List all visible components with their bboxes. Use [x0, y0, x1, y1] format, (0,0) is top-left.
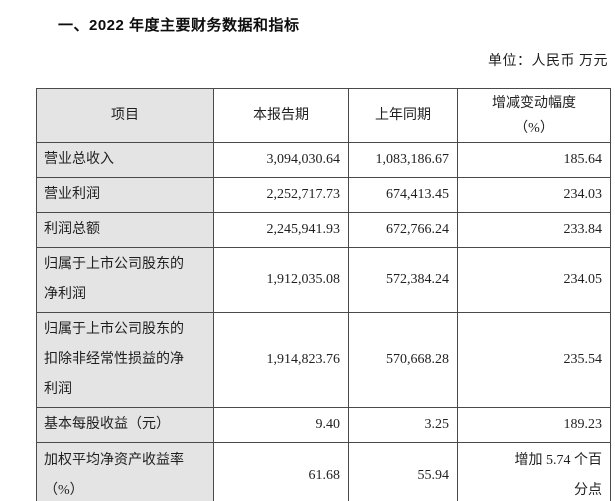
- prior-period-value: 672,766.24: [348, 212, 458, 248]
- financial-indicators-table: 项目 本报告期 上年同期 增减变动幅度 （%） 营业总收入 3,094,030.…: [36, 88, 611, 501]
- change-value: 233.84: [457, 212, 611, 248]
- prior-period-value: 674,413.45: [348, 177, 458, 213]
- current-period-value: 3,094,030.64: [213, 142, 349, 178]
- row-label: 归属于上市公司股东的 净利润: [36, 247, 214, 313]
- change-value: 235.54: [457, 312, 611, 408]
- column-header-current-period: 本报告期: [213, 88, 349, 143]
- current-period-value: 1,912,035.08: [213, 247, 349, 313]
- table-row-net-profit-attributable: 归属于上市公司股东的 净利润 1,912,035.08 572,384.24 2…: [36, 247, 611, 313]
- prior-period-value: 55.94: [348, 442, 458, 501]
- change-value: 185.64: [457, 142, 611, 178]
- current-period-value: 1,914,823.76: [213, 312, 349, 408]
- prior-period-value: 1,083,186.67: [348, 142, 458, 178]
- change-value: 234.03: [457, 177, 611, 213]
- row-label: 营业总收入: [36, 142, 214, 178]
- prior-period-value: 3.25: [348, 407, 458, 443]
- current-period-value: 9.40: [213, 407, 349, 443]
- current-period-value: 2,245,941.93: [213, 212, 349, 248]
- unit-label: 单位：人民币 万元: [488, 54, 608, 69]
- current-period-value: 61.68: [213, 442, 349, 501]
- row-label: 加权平均净资产收益率 （%）: [36, 442, 214, 501]
- row-label: 利润总额: [36, 212, 214, 248]
- column-header-item: 项目: [36, 88, 214, 143]
- table-row-total-revenue: 营业总收入 3,094,030.64 1,083,186.67 185.64: [36, 142, 611, 178]
- row-label: 营业利润: [36, 177, 214, 213]
- section-title: 一、2022 年度主要财务数据和指标: [58, 17, 300, 34]
- row-label: 归属于上市公司股东的 扣除非经常性损益的净 利润: [36, 312, 214, 408]
- prior-period-value: 572,384.24: [348, 247, 458, 313]
- table-row-operating-profit: 营业利润 2,252,717.73 674,413.45 234.03: [36, 177, 611, 213]
- change-value: 234.05: [457, 247, 611, 313]
- column-header-change-rate: 增减变动幅度 （%）: [457, 88, 611, 143]
- table-row-basic-eps: 基本每股收益（元） 9.40 3.25 189.23: [36, 407, 611, 443]
- change-value: 增加 5.74 个百 分点: [457, 442, 611, 501]
- current-period-value: 2,252,717.73: [213, 177, 349, 213]
- table-row-total-profit: 利润总额 2,245,941.93 672,766.24 233.84: [36, 212, 611, 248]
- column-header-prior-period: 上年同期: [348, 88, 458, 143]
- table-row-weighted-avg-roe: 加权平均净资产收益率 （%） 61.68 55.94 增加 5.74 个百 分点: [36, 442, 611, 501]
- row-label: 基本每股收益（元）: [36, 407, 214, 443]
- prior-period-value: 570,668.28: [348, 312, 458, 408]
- table-header-row: 项目 本报告期 上年同期 增减变动幅度 （%）: [36, 88, 611, 143]
- table-row-net-profit-excl-nonrecurring: 归属于上市公司股东的 扣除非经常性损益的净 利润 1,914,823.76 57…: [36, 312, 611, 408]
- change-value: 189.23: [457, 407, 611, 443]
